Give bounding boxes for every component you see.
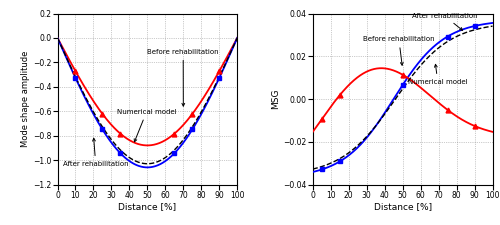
Text: Before rehabilitation: Before rehabilitation bbox=[363, 36, 434, 65]
Text: After rehabilitation: After rehabilitation bbox=[412, 13, 477, 30]
Y-axis label: Mode shape amplitude: Mode shape amplitude bbox=[21, 51, 30, 147]
X-axis label: Distance [%]: Distance [%] bbox=[118, 202, 176, 211]
Text: After rehabilitation: After rehabilitation bbox=[63, 138, 128, 167]
Y-axis label: MSG: MSG bbox=[272, 89, 280, 109]
Text: Before rehabilitation: Before rehabilitation bbox=[148, 49, 219, 106]
X-axis label: Distance [%]: Distance [%] bbox=[374, 202, 432, 211]
Text: Numerical model: Numerical model bbox=[408, 64, 468, 85]
Text: Numerical model: Numerical model bbox=[117, 109, 176, 142]
